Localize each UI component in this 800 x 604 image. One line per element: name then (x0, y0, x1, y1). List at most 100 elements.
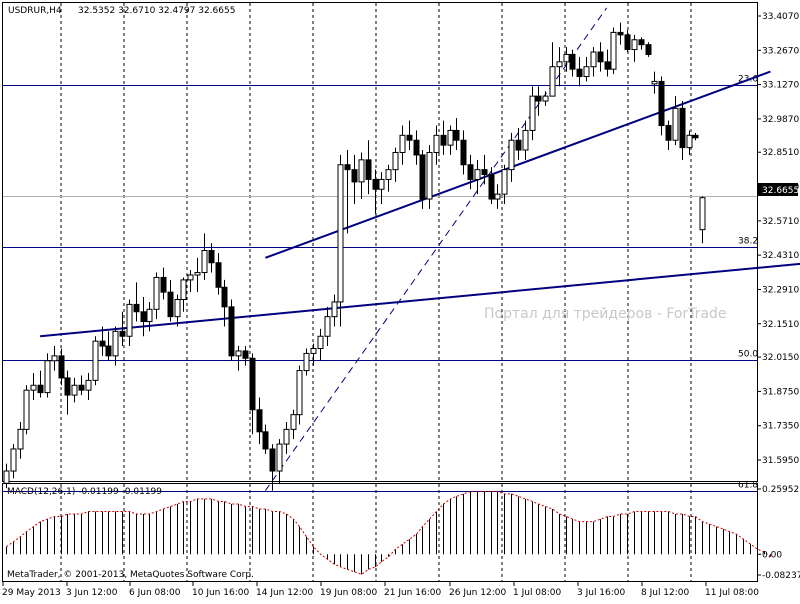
candle-bullish[interactable] (85, 379, 92, 391)
candle-bullish[interactable] (433, 134, 440, 153)
candle-bearish[interactable] (215, 262, 222, 288)
candle-bullish[interactable] (501, 169, 508, 195)
candle-bearish[interactable] (249, 357, 256, 411)
candle-bearish[interactable] (645, 44, 652, 55)
candle-bullish[interactable] (44, 360, 51, 394)
candle-bearish[interactable] (208, 249, 215, 264)
candle-bullish[interactable] (631, 39, 638, 51)
candle-bearish[interactable] (658, 80, 665, 127)
candle-bearish[interactable] (440, 134, 447, 146)
candle-bearish[interactable] (58, 355, 65, 379)
candle-bearish[interactable] (679, 107, 686, 149)
candle-bearish[interactable] (624, 34, 631, 51)
candle-bearish[interactable] (617, 31, 624, 36)
candle-bullish[interactable] (146, 308, 153, 323)
candle-bullish[interactable] (549, 66, 556, 97)
candle-bearish[interactable] (351, 169, 358, 183)
candle-bullish[interactable] (324, 316, 331, 337)
candle-bearish[interactable] (269, 448, 276, 472)
candle-bullish[interactable] (378, 178, 385, 190)
candle-bearish[interactable] (597, 51, 604, 63)
candle-bullish[interactable] (296, 370, 303, 416)
candle-bearish[interactable] (37, 384, 44, 394)
candle-bullish[interactable] (112, 330, 119, 357)
candle-bearish[interactable] (515, 139, 522, 151)
candle-bullish[interactable] (399, 134, 406, 153)
candle-bearish[interactable] (453, 129, 460, 141)
candle-bearish[interactable] (569, 53, 576, 70)
candle-bullish[interactable] (194, 272, 201, 276)
candle-bullish[interactable] (174, 299, 181, 318)
candle-bullish[interactable] (358, 159, 365, 183)
candle-bullish[interactable] (17, 428, 24, 450)
candle-bullish[interactable] (610, 31, 617, 70)
candle-bullish[interactable] (23, 389, 30, 430)
candle-bearish[interactable] (665, 125, 672, 141)
candle-bullish[interactable] (92, 340, 99, 381)
candle-bullish[interactable] (508, 139, 515, 171)
candle-bullish[interactable] (392, 151, 399, 171)
candle-bearish[interactable] (140, 311, 147, 323)
candle-bearish[interactable] (481, 169, 488, 176)
candle-bullish[interactable] (583, 66, 590, 78)
candle-bearish[interactable] (167, 291, 174, 318)
candle-bullish[interactable] (590, 51, 597, 68)
candle-bullish[interactable] (180, 279, 187, 301)
candle-bearish[interactable] (119, 330, 126, 337)
candle-bearish[interactable] (460, 139, 467, 166)
candle-bullish[interactable] (331, 301, 338, 318)
candle-bearish[interactable] (228, 306, 235, 357)
candle-bearish[interactable] (64, 377, 71, 396)
candle-bullish[interactable] (276, 443, 283, 472)
candle-bullish[interactable] (563, 53, 570, 63)
candle-bullish[interactable] (3, 470, 10, 484)
candle-bearish[interactable] (413, 139, 420, 156)
candle-bullish[interactable] (385, 169, 392, 180)
candle-bullish[interactable] (426, 151, 433, 200)
candle-bullish[interactable] (672, 107, 679, 141)
candle-bullish[interactable] (651, 80, 658, 85)
candle-bearish[interactable] (535, 95, 542, 102)
candle-bearish[interactable] (638, 39, 645, 46)
candle-bearish[interactable] (406, 134, 413, 141)
candle-bullish[interactable] (529, 95, 536, 131)
candle-bullish[interactable] (699, 197, 706, 231)
candle-bullish[interactable] (686, 134, 693, 149)
candle-bullish[interactable] (51, 355, 58, 362)
candle-bullish[interactable] (522, 129, 529, 151)
candle-bearish[interactable] (105, 345, 112, 357)
candle-bearish[interactable] (372, 178, 379, 190)
candle-bullish[interactable] (30, 384, 37, 391)
candle-bearish[interactable] (467, 164, 474, 180)
candle-bullish[interactable] (337, 164, 344, 303)
candle-bullish[interactable] (317, 335, 324, 350)
candle-bullish[interactable] (310, 348, 317, 354)
candle-bearish[interactable] (262, 431, 269, 450)
candle-bearish[interactable] (256, 409, 263, 433)
candle-bearish[interactable] (604, 61, 611, 70)
candle-bullish[interactable] (187, 274, 194, 281)
candle-bearish[interactable] (242, 350, 249, 359)
candle-bullish[interactable] (126, 303, 133, 337)
candle-bullish[interactable] (556, 61, 563, 68)
candle-bullish[interactable] (542, 95, 549, 102)
candle-bearish[interactable] (160, 276, 167, 293)
candle-bearish[interactable] (419, 154, 426, 200)
candle-bullish[interactable] (71, 384, 78, 396)
candle-bullish[interactable] (447, 129, 454, 146)
candle-bearish[interactable] (344, 164, 351, 171)
candle-bullish[interactable] (201, 249, 208, 274)
candle-bearish[interactable] (99, 340, 106, 347)
candle-bearish[interactable] (576, 68, 583, 78)
candle-bearish[interactable] (133, 303, 140, 313)
candle-bearish[interactable] (221, 286, 228, 308)
candles[interactable] (3, 22, 706, 491)
candle-bearish[interactable] (692, 134, 699, 139)
candle-bullish[interactable] (235, 350, 242, 357)
candle-bearish[interactable] (488, 174, 495, 200)
candle-bullish[interactable] (303, 352, 310, 372)
candle-bullish[interactable] (283, 428, 290, 445)
candle-bullish[interactable] (474, 169, 481, 180)
